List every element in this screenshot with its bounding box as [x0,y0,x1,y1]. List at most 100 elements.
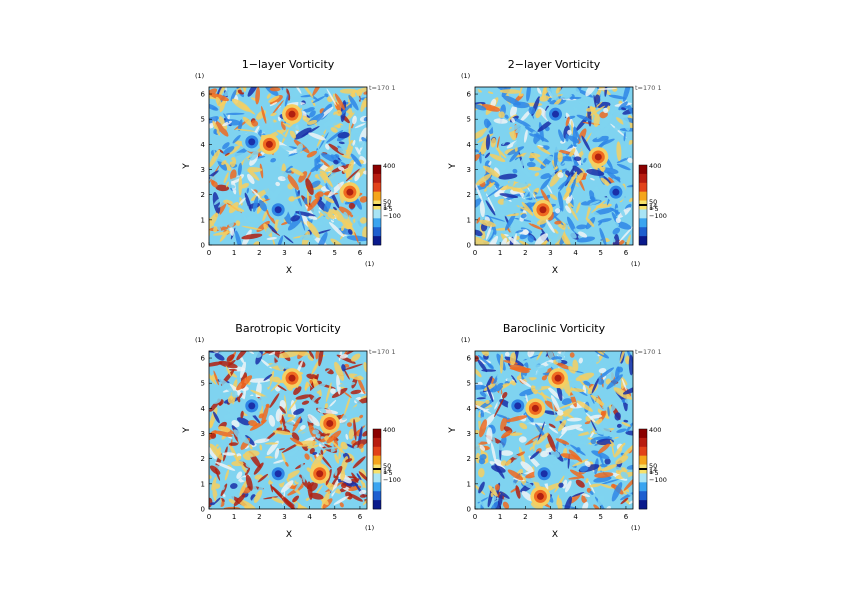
field-patch [295,504,310,509]
field-patch [259,444,263,451]
field-patch [268,185,283,203]
field-patch [294,196,301,200]
field-patch [592,211,603,220]
field-patch [568,365,576,374]
field-patch [242,116,255,128]
x-tick-label: 6 [624,249,629,257]
field-patch [520,461,534,473]
field-patch [352,139,356,146]
field-patch [251,361,264,376]
field-patch [614,122,622,132]
field-patch [245,474,253,491]
field-patch [499,193,519,199]
field-patch [485,134,491,151]
field-patch [360,479,366,489]
field-patch [293,386,302,395]
field-patch [259,196,268,204]
field-patch [611,482,623,502]
field-patch [628,197,633,203]
field-patch [522,501,527,507]
field-patch [578,430,596,436]
field-patch [508,179,514,189]
field-patch [590,177,595,181]
field-patch [518,351,531,361]
field-patch [298,171,308,183]
field-patch [223,199,233,205]
field-patch [584,195,590,202]
field-patch [339,88,358,94]
field-patch [567,203,579,221]
field-patch [209,103,219,111]
field-patch [614,203,619,217]
vortex-5-core [265,140,273,148]
field-patch [534,172,540,177]
field-patch [499,353,504,374]
field-patch [573,156,582,162]
colorbar-segment [639,191,647,201]
field-patch [343,363,363,371]
field-patch [316,404,327,414]
field-patch [553,228,559,235]
field-patch [593,504,600,509]
field-patch [306,189,310,207]
field-patch [269,393,280,409]
field-patch [232,477,241,485]
colorbar-segment [639,482,647,492]
field-patch [272,376,281,383]
field-patch [214,430,233,437]
y-unit-label: (1) [195,336,204,344]
plot-frame [208,350,368,510]
field-patch [510,380,517,386]
field-patch [593,476,612,483]
field-patch [227,100,234,111]
field-patch [515,229,524,234]
field-patch [556,401,577,410]
chart-title: Baroclinic Vorticity [503,322,606,335]
field-patch [571,382,583,388]
y-tick-label: 2 [201,191,205,199]
field-patch [578,378,591,392]
field-patch [616,423,622,428]
vortex-1-core [540,470,548,478]
field-patch [484,215,505,222]
field-patch [490,137,497,148]
field-patch [239,102,256,115]
field-patch [603,107,609,114]
field-patch [237,499,257,509]
field-patch [542,240,547,245]
field-patch [562,411,575,420]
field-patch [595,130,601,137]
field-patch [475,239,490,245]
field-patch [356,89,363,97]
field-patch [504,213,516,231]
field-patch [480,121,495,139]
field-patch [363,91,367,95]
field-patch [600,479,619,485]
field-patch [359,489,367,495]
field-patch [586,169,605,176]
field-patch [273,459,285,464]
field-patch [550,450,560,458]
field-patch [301,180,306,195]
field-patch [554,407,574,422]
field-patch [350,153,362,167]
colorbar-segment [373,165,381,175]
field-patch [555,362,570,370]
field-patch [247,351,255,355]
field-patch [479,391,487,398]
field-patch [339,103,353,116]
field-patch [290,215,301,222]
field-patch [275,181,281,187]
field-patch [214,497,221,504]
field-patch [628,499,633,505]
field-patch [515,485,521,499]
field-patch [548,426,559,434]
field-patch [570,388,585,392]
plot-frame [474,86,634,246]
field-patch [272,103,287,120]
field-patch [556,352,566,360]
field-patch [576,114,592,122]
field-patch [341,225,345,232]
colorbar-segment [639,437,647,448]
field-patch [316,221,323,226]
